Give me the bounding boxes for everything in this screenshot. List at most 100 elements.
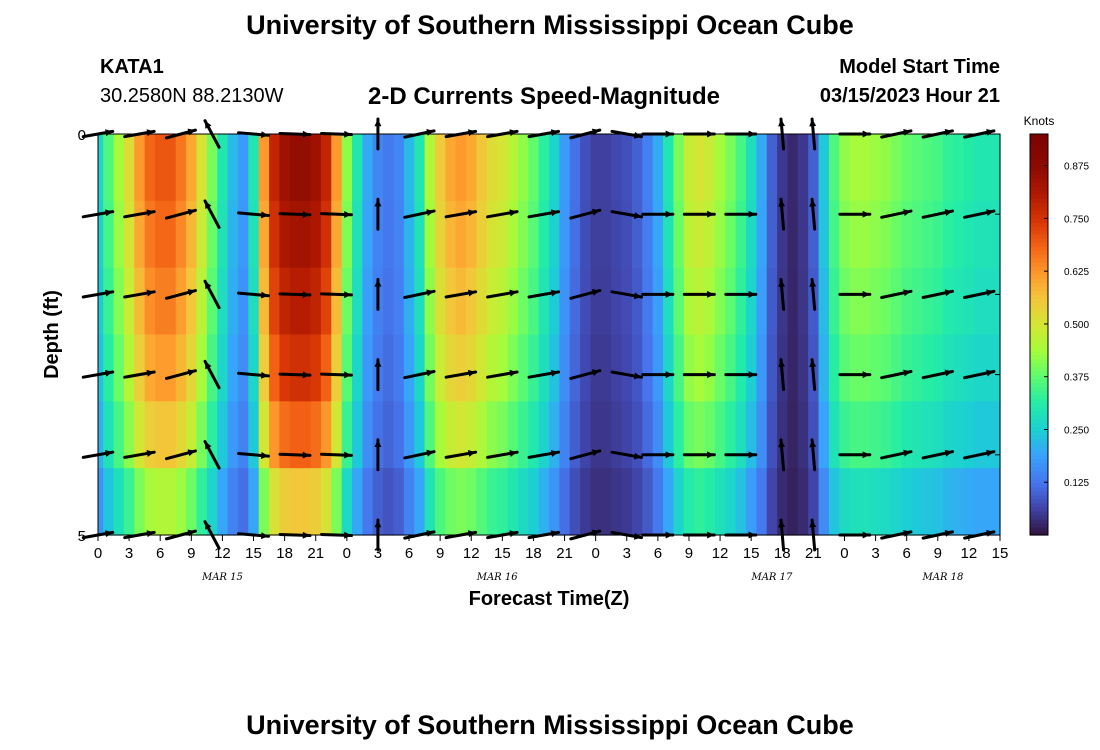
heatmap-cell [673, 267, 685, 336]
heatmap-cell [507, 468, 519, 536]
heatmap-cell [611, 200, 623, 269]
heatmap-cell [455, 200, 467, 269]
heatmap-cell [476, 200, 488, 269]
heatmap-cell [455, 468, 467, 536]
heatmap-cell [839, 334, 851, 402]
heatmap-cell [123, 401, 135, 469]
heatmap-cell [98, 334, 104, 402]
heatmap-cell [559, 267, 571, 336]
current-vector-head [260, 371, 269, 379]
heatmap-cell [196, 267, 208, 336]
heatmap-cell [994, 401, 1001, 469]
heatmap-cell [922, 134, 934, 202]
heatmap-cell [352, 200, 363, 269]
colorbar-band [1030, 418, 1048, 424]
current-vector-head [187, 369, 196, 376]
colorbar-band [1030, 270, 1048, 275]
heatmap-cell [434, 401, 446, 469]
colorbar-band [1030, 278, 1048, 283]
heatmap-cell [994, 267, 1001, 336]
heatmap-cell [942, 334, 954, 402]
heatmap-cell [569, 134, 581, 202]
heatmap-cell [165, 334, 177, 402]
heatmap-cell [683, 134, 695, 202]
heatmap-cell [590, 267, 602, 336]
current-vector-head [862, 210, 870, 218]
heatmap-cell [974, 334, 986, 402]
x-tick-label: 21 [556, 545, 573, 562]
heatmap-cell [258, 134, 270, 202]
heatmap-cell [559, 200, 571, 269]
heatmap-cell [953, 134, 965, 202]
heatmap-cell [839, 267, 851, 336]
heatmap-cell [611, 267, 623, 336]
heatmap-cell [383, 200, 395, 269]
heatmap-cell [362, 200, 374, 269]
colorbar-band [1030, 334, 1048, 340]
heatmap-cell [362, 134, 374, 202]
heatmap-cell [123, 134, 135, 202]
heatmap-cell [383, 334, 395, 402]
heatmap-cell [517, 267, 529, 336]
heatmap-cell [393, 401, 405, 469]
heatmap-cell [237, 267, 249, 336]
heatmap-cell [310, 468, 322, 536]
heatmap-cell [455, 134, 467, 202]
heatmap-cell [497, 468, 509, 536]
heatmap-cell [466, 134, 478, 202]
heatmap-cell [777, 401, 789, 469]
current-vector-head [509, 209, 518, 217]
colorbar-band [1030, 398, 1048, 404]
heatmap-cell [414, 468, 426, 536]
current-vector-head [748, 210, 756, 218]
heatmap-cell [175, 468, 187, 536]
colorbar-band [1030, 194, 1048, 199]
heatmap-cell [123, 334, 135, 402]
chart-subtitle: 2-D Currents Speed-Magnitude [368, 83, 721, 110]
heatmap-cell [331, 200, 343, 269]
colorbar-band [1030, 206, 1048, 211]
colorbar-band [1030, 446, 1048, 452]
heatmap-cell [331, 267, 343, 336]
colorbar-band [1030, 186, 1048, 191]
x-tick-label: 12 [214, 545, 231, 562]
heatmap-cell [289, 200, 301, 269]
heatmap-cell [631, 401, 643, 469]
heatmap-cell [663, 134, 675, 202]
heatmap-cell [476, 401, 488, 469]
heatmap-cell [352, 401, 363, 469]
colorbar-band [1030, 362, 1048, 368]
heatmap-cell [590, 401, 602, 469]
heatmap-cell [320, 200, 332, 269]
heatmap-cell [113, 334, 125, 402]
heatmap-cell [217, 468, 229, 536]
model-start-label: Model Start Time [839, 56, 1000, 78]
heatmap-cell [787, 468, 799, 536]
heatmap-cell [797, 267, 809, 336]
heatmap-cell [538, 267, 550, 336]
heatmap-cell [797, 468, 809, 536]
current-vector-head [903, 449, 911, 457]
current-vector-head [302, 451, 310, 459]
heatmap-cell [787, 134, 799, 202]
x-tick-label: 3 [125, 545, 133, 562]
colorbar-band [1030, 478, 1048, 484]
station-id: KATA1 [100, 56, 164, 78]
heatmap-cell [414, 134, 426, 202]
heatmap-cell [714, 468, 726, 536]
current-vector-head [550, 450, 559, 457]
heatmap-cell [424, 267, 436, 336]
heatmap-cell [227, 200, 239, 269]
heatmap-cell [849, 334, 861, 402]
colorbar-band [1030, 386, 1048, 392]
heatmap-cell [352, 334, 363, 402]
heatmap-cell [517, 468, 529, 536]
current-vector-head [426, 449, 435, 457]
x-tick-label: 18 [276, 545, 293, 562]
heatmap-cell [362, 334, 374, 402]
heatmap-cell [414, 267, 426, 336]
heatmap-cell [445, 267, 457, 336]
current-vector-head [665, 451, 673, 459]
date-label: MAR 17 [750, 572, 793, 583]
heatmap-cell [922, 267, 934, 336]
